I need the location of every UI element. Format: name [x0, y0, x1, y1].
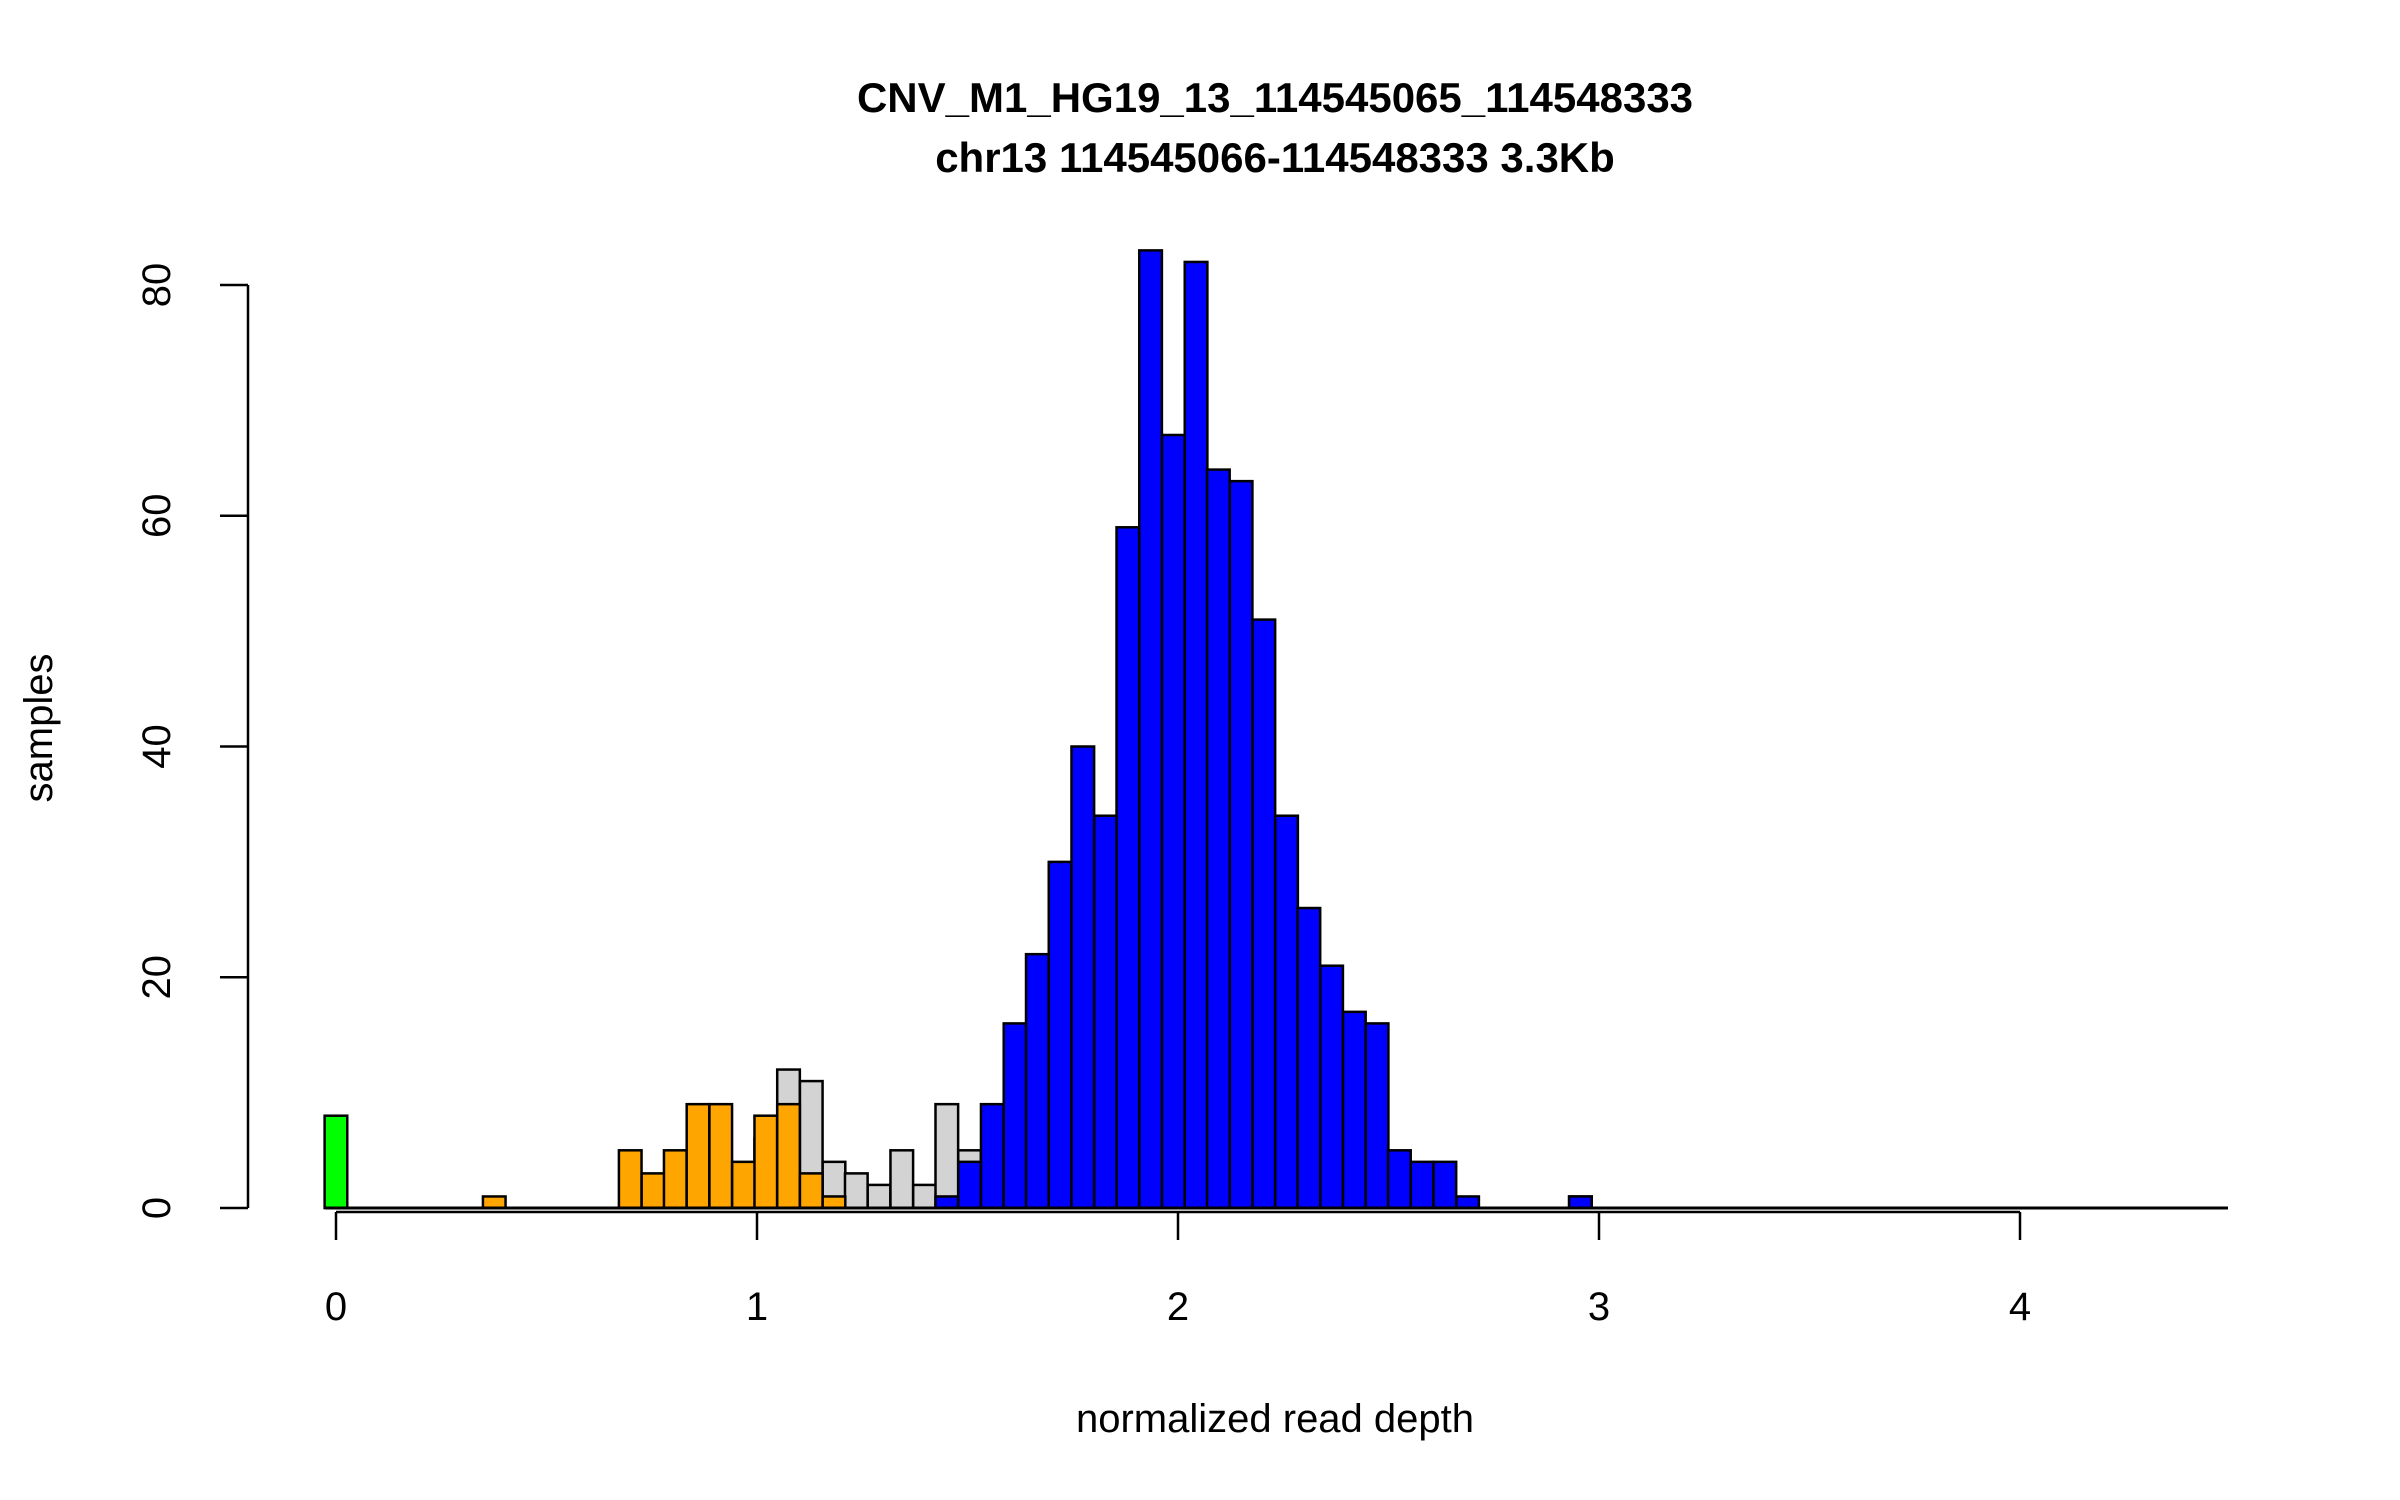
bar	[1228, 479, 1254, 1210]
bar	[956, 1160, 983, 1210]
x-tick-label: 0	[325, 1285, 347, 1329]
bar	[1341, 1010, 1367, 1210]
x-tick-label: 1	[746, 1285, 768, 1329]
bar	[1002, 1022, 1028, 1210]
bar	[889, 1149, 915, 1210]
bar	[662, 1149, 688, 1210]
bar	[1047, 860, 1073, 1210]
bar	[979, 1102, 1005, 1210]
x-tick-label: 4	[2009, 1285, 2031, 1329]
bar	[911, 1183, 938, 1210]
bar	[798, 1172, 824, 1210]
y-tick-label: 60	[135, 494, 179, 539]
y-tick-label: 20	[135, 955, 179, 1000]
bar	[1183, 260, 1209, 1210]
bar	[1160, 433, 1186, 1210]
bar	[821, 1195, 847, 1210]
x-tick-label: 2	[1167, 1285, 1189, 1329]
x-tick-label: 3	[1588, 1285, 1610, 1329]
bar	[323, 1114, 349, 1210]
bar	[753, 1114, 779, 1210]
bar	[1455, 1195, 1481, 1210]
bar	[1205, 468, 1231, 1210]
bar	[1364, 1022, 1390, 1210]
histogram-bars	[323, 249, 2228, 1210]
bar	[730, 1160, 757, 1210]
bar	[685, 1102, 711, 1210]
bar	[1024, 952, 1050, 1210]
bar	[1115, 526, 1141, 1210]
bar	[1319, 964, 1345, 1210]
bar	[1251, 618, 1277, 1210]
x-axis-label: normalized read depth	[1076, 1397, 1474, 1441]
y-axis-label: samples	[17, 654, 61, 803]
bar	[1092, 814, 1119, 1210]
y-tick-label: 0	[135, 1197, 179, 1219]
bar	[640, 1172, 666, 1210]
bar	[1296, 906, 1322, 1210]
bar	[1070, 745, 1096, 1210]
bar	[1432, 1160, 1458, 1210]
bar	[1567, 1195, 1593, 1210]
y-tick-label: 40	[135, 724, 179, 769]
bar	[708, 1102, 734, 1210]
bar	[1409, 1160, 1435, 1210]
bar	[866, 1183, 892, 1210]
bar	[617, 1149, 643, 1210]
bar	[1138, 249, 1164, 1210]
bar	[775, 1102, 802, 1210]
bar	[934, 1102, 960, 1210]
chart-title: CNV_M1_HG19_13_114545065_114548333	[857, 74, 1693, 121]
y-tick-label: 80	[135, 263, 179, 308]
bar	[843, 1172, 869, 1210]
bar	[934, 1195, 960, 1210]
bar	[481, 1195, 507, 1210]
bar	[1386, 1149, 1412, 1210]
chart-subtitle: chr13 114545066-114548333 3.3Kb	[935, 134, 1615, 181]
bar	[1274, 814, 1300, 1210]
